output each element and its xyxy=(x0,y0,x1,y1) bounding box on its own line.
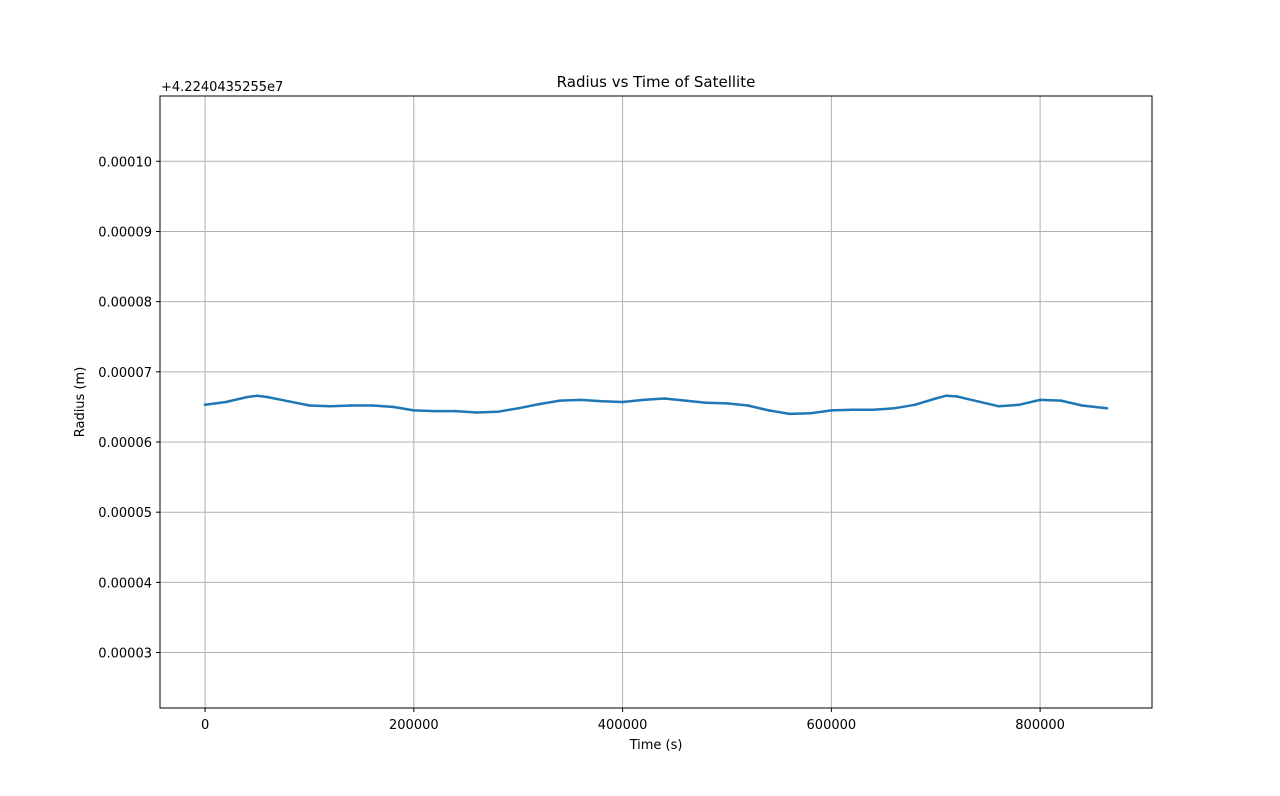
x-tick-label: 0 xyxy=(201,718,209,733)
data-point xyxy=(579,398,583,402)
y-axis-offset-label: +4.2240435255e7 xyxy=(161,80,283,95)
data-point xyxy=(767,409,770,412)
data-point xyxy=(944,394,948,398)
data-point xyxy=(245,395,249,399)
data-point xyxy=(1105,407,1109,410)
data-point xyxy=(370,404,374,407)
data-point xyxy=(830,409,833,412)
data-point xyxy=(976,400,979,403)
y-axis-label: Radius (m) xyxy=(73,367,88,438)
data-point xyxy=(1038,398,1042,402)
data-point xyxy=(788,412,791,416)
data-point xyxy=(266,395,270,399)
y-tick-label: 0.00005 xyxy=(98,506,152,521)
data-point xyxy=(412,409,416,412)
data-point xyxy=(913,403,917,407)
data-point xyxy=(746,404,750,407)
data-point xyxy=(308,404,311,407)
series-layer xyxy=(203,394,1109,416)
data-point xyxy=(255,394,259,398)
plot-frame xyxy=(159,95,1153,709)
data-point xyxy=(1080,404,1084,407)
data-point xyxy=(329,404,332,408)
x-tick-label: 200000 xyxy=(389,718,439,733)
data-point xyxy=(558,399,562,402)
y-tick-label: 0.00010 xyxy=(98,155,152,170)
y-tick-label: 0.00004 xyxy=(98,576,152,591)
y-tick-label: 0.00003 xyxy=(98,647,152,662)
data-point xyxy=(663,397,666,400)
grid-lines xyxy=(160,96,1152,708)
data-point xyxy=(809,411,812,415)
y-tick-label: 0.00008 xyxy=(98,296,152,311)
y-tick-label: 0.00009 xyxy=(98,225,152,240)
x-tick-label: 600000 xyxy=(807,718,857,733)
x-tick-label: 800000 xyxy=(1015,718,1065,733)
data-point xyxy=(934,397,937,400)
data-point xyxy=(850,408,854,412)
y-tick-label: 0.00007 xyxy=(98,366,152,381)
data-point xyxy=(433,409,437,413)
data-point xyxy=(683,399,687,402)
y-tick-label: 0.00006 xyxy=(98,436,152,451)
data-point xyxy=(496,410,499,414)
data-point xyxy=(892,407,896,410)
data-point xyxy=(621,400,624,404)
data-point xyxy=(349,404,353,407)
data-point xyxy=(1017,403,1021,407)
data-point xyxy=(725,402,729,405)
chart-title: Radius vs Time of Satellite xyxy=(557,73,756,91)
data-point xyxy=(600,400,603,403)
data-point xyxy=(203,403,207,407)
data-point xyxy=(454,409,457,413)
data-point xyxy=(224,400,228,404)
x-tick-label: 400000 xyxy=(598,718,648,733)
data-point xyxy=(704,401,708,405)
data-point xyxy=(537,402,541,406)
data-point xyxy=(391,405,395,409)
x-axis-label: Time (s) xyxy=(629,738,683,753)
data-point xyxy=(871,408,875,412)
data-point xyxy=(516,407,520,410)
series-line-0 xyxy=(203,394,1109,416)
data-point xyxy=(955,395,958,398)
data-point xyxy=(1059,399,1063,402)
data-point xyxy=(997,404,1000,408)
data-point xyxy=(475,411,478,414)
tick-marks: 0 200000 400000 600000 800000 0.00003 0.00004 0… xyxy=(98,155,1065,733)
data-point xyxy=(287,400,290,403)
data-point xyxy=(642,398,645,402)
